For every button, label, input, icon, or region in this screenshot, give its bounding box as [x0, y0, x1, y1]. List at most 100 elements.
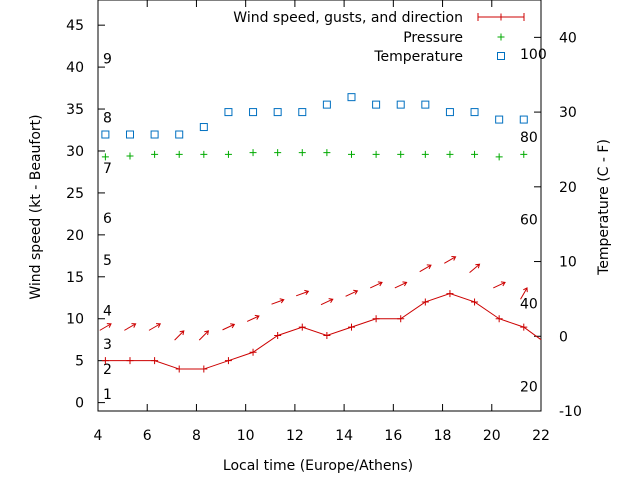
x-tick-label: 10 — [237, 428, 255, 444]
y-tick-label: 20 — [66, 228, 84, 244]
wind-direction-arrows — [99, 256, 528, 341]
temperature-point — [519, 115, 528, 124]
pressure-point — [224, 150, 232, 158]
x-tick-label: 20 — [483, 428, 501, 444]
wind-direction-arrow — [320, 298, 334, 306]
temperature-series — [101, 93, 528, 139]
y2-tick-label: 40 — [559, 30, 577, 46]
pressure-point — [347, 150, 355, 158]
beaufort-label: 5 — [103, 253, 112, 269]
wind-direction-arrow — [469, 263, 481, 273]
temperature-point — [101, 130, 110, 139]
wind-direction-arrow — [295, 289, 310, 297]
wind-speed-point — [372, 315, 380, 323]
wind-direction-arrow — [174, 330, 185, 341]
wind-speed-point — [101, 357, 109, 365]
wind-speed-point — [249, 348, 257, 356]
pressure-point — [249, 149, 257, 157]
y2-tick-label: 30 — [559, 105, 577, 121]
wind-direction-arrow — [493, 281, 506, 289]
pressure-point — [495, 153, 503, 161]
wind-speed-point — [224, 357, 232, 365]
pressure-point — [274, 149, 282, 157]
x-tick-label: 4 — [94, 428, 103, 444]
beaufort-label: 6 — [103, 211, 112, 227]
wind-series — [101, 290, 542, 373]
x-tick-label: 6 — [143, 428, 152, 444]
x-tick-label: 12 — [286, 428, 304, 444]
wind-speed-point — [126, 357, 134, 365]
temperature-point — [273, 108, 282, 117]
pressure-point — [323, 149, 331, 157]
pressure-point — [151, 150, 159, 158]
wind-direction-arrow — [345, 289, 359, 297]
wind-speed-line — [105, 293, 542, 370]
y-tick-label: 10 — [66, 312, 84, 328]
legend-wind-sample — [477, 13, 525, 21]
beaufort-label: 8 — [103, 110, 112, 126]
temperature-point — [421, 100, 430, 109]
legend-label-temperature: Temperature — [373, 49, 463, 65]
wind-direction-arrow — [198, 330, 210, 341]
wind-speed-point — [520, 323, 528, 331]
beaufort-label: 1 — [103, 387, 112, 403]
beaufort-label: 4 — [103, 303, 112, 319]
wind-speed-point — [323, 332, 331, 340]
wind-direction-arrow — [246, 314, 260, 322]
wind-direction-arrow — [222, 323, 236, 331]
legend: Wind speed, gusts, and direction Pressur… — [233, 10, 525, 65]
y2-tick-label: -10 — [559, 404, 582, 420]
y-tick-label: 0 — [75, 396, 84, 412]
beaufort-label: 3 — [103, 337, 112, 353]
pressure-point — [421, 150, 429, 158]
fahrenheit-label: 60 — [520, 213, 538, 229]
fahrenheit-label: 40 — [520, 296, 538, 312]
wind-direction-arrow — [99, 323, 112, 331]
temperature-point — [372, 100, 381, 109]
legend-pressure-marker — [497, 33, 505, 41]
wind-speed-point — [446, 290, 454, 298]
temperature-point — [249, 108, 258, 117]
wind-speed-point — [471, 298, 479, 306]
wind-direction-arrow — [271, 298, 285, 305]
beaufort-label: 2 — [103, 362, 112, 378]
wind-speed-point — [200, 365, 208, 373]
temperature-point — [175, 130, 184, 139]
beaufort-label: 7 — [103, 161, 112, 177]
wind-direction-arrow — [520, 287, 528, 300]
y-axis-label: Wind speed (kt - Beaufort) — [28, 114, 44, 299]
legend-label-pressure: Pressure — [403, 30, 463, 46]
wind-speed-point — [298, 323, 306, 331]
temperature-point — [298, 108, 307, 117]
axis-ticks: 4 6 8 10 12 14 16 18 20 22051015202530354045-1001… — [66, 0, 582, 444]
temperature-point — [347, 93, 356, 102]
pressure-point — [471, 150, 479, 158]
temperature-point — [125, 130, 134, 139]
pressure-point — [126, 152, 134, 160]
pressure-point — [372, 150, 380, 158]
wind-speed-point — [495, 315, 503, 323]
y-tick-label: 40 — [66, 60, 84, 76]
pressure-point — [446, 150, 454, 158]
temperature-point — [322, 100, 331, 109]
pressure-point — [298, 149, 306, 157]
y-tick-label: 25 — [66, 186, 84, 202]
wind-direction-arrow — [124, 323, 137, 331]
beaufort-labels: 1 2 3 4 5 6 7 8 9 — [103, 52, 112, 404]
temperature-point — [495, 115, 504, 124]
fahrenheit-labels: 20 40 60 80 100 — [520, 47, 547, 396]
legend-label-wind: Wind speed, gusts, and direction — [233, 10, 463, 26]
fahrenheit-label: 20 — [520, 379, 538, 395]
legend-pressure-sample — [497, 33, 505, 41]
fahrenheit-label: 100 — [520, 47, 547, 63]
wind-speed-point — [397, 315, 405, 323]
y-tick-label: 45 — [66, 18, 84, 34]
y-tick-label: 35 — [66, 102, 84, 118]
pressure-point — [200, 150, 208, 158]
x-tick-label: 14 — [335, 428, 353, 444]
pressure-point — [520, 150, 528, 158]
pressure-point — [175, 150, 183, 158]
y2-tick-label: 0 — [559, 329, 568, 345]
wind-speed-point — [175, 365, 183, 373]
